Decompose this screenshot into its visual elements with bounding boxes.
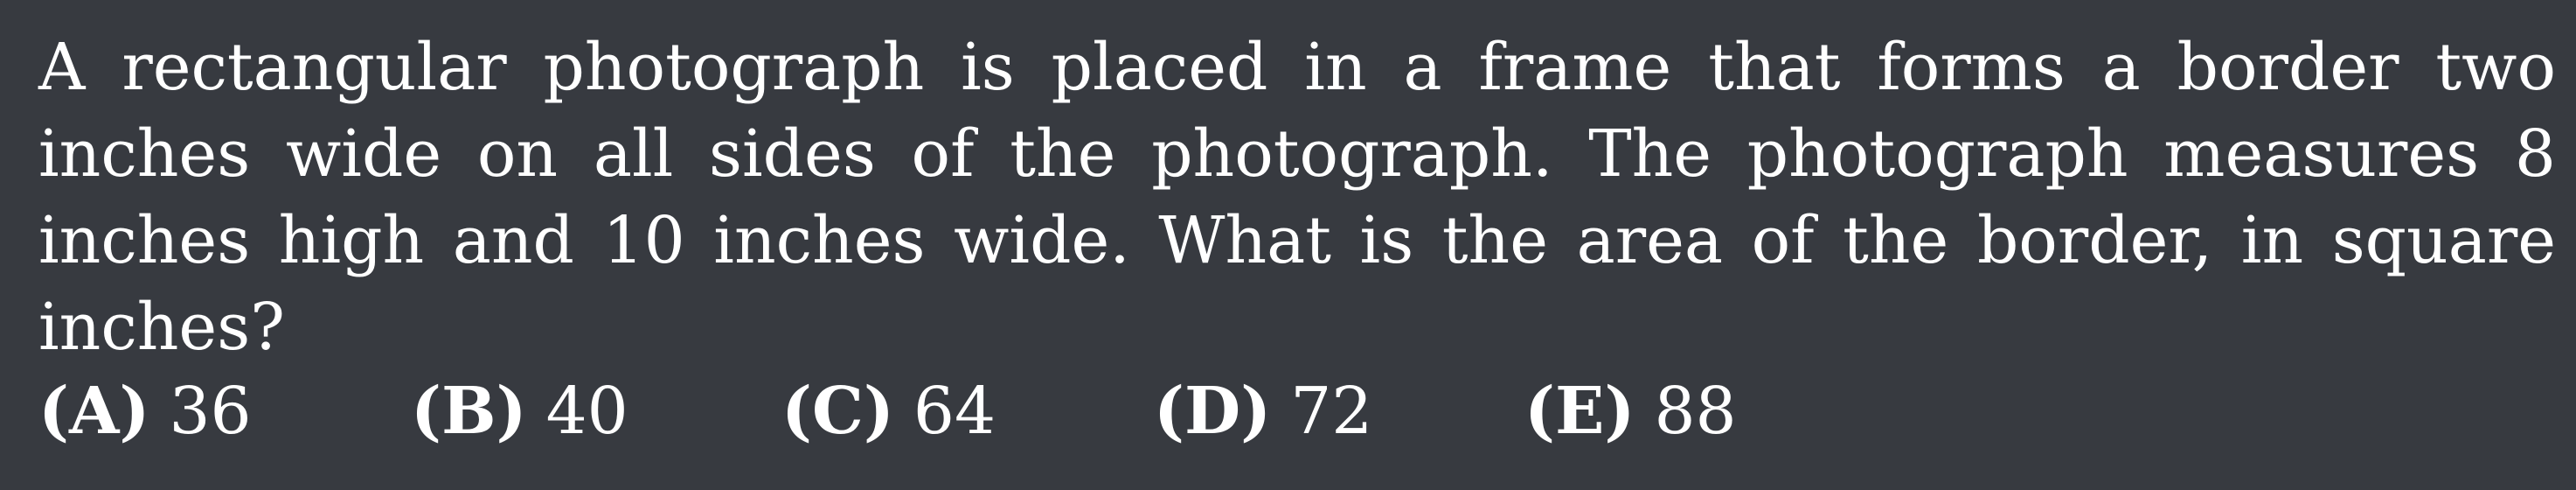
choice-d-label: (D) [1154,374,1272,449]
choice-a: (A) 36 [38,368,252,455]
choice-e-label: (E) [1524,374,1635,449]
choice-e: (E) 88 [1524,368,1737,455]
choice-b-label: (B) [411,374,527,449]
choice-c-value: 64 [913,374,996,449]
choice-e-value: 88 [1654,374,1737,449]
choice-a-value: 36 [169,374,252,449]
choice-b-value: 40 [545,374,628,449]
question-text: A rectangular photograph is placed in a … [38,30,2556,365]
choice-d: (D) 72 [1154,368,1372,455]
choice-a-label: (A) [38,374,150,449]
choice-b: (B) 40 [411,368,628,455]
choice-c: (C) 64 [781,368,996,455]
choice-c-label: (C) [781,374,894,449]
choice-d-value: 72 [1290,374,1373,449]
